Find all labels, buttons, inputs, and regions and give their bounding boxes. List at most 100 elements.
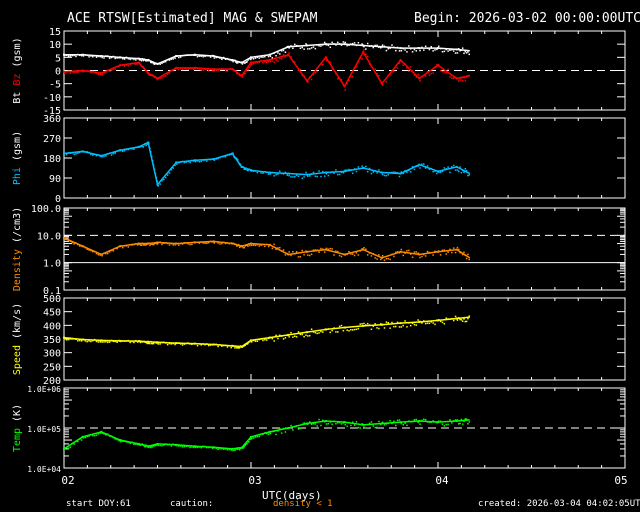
data-point-bz — [140, 65, 143, 68]
data-point-temp — [224, 448, 227, 450]
data-point-bz — [80, 70, 83, 73]
data-point-bz — [459, 79, 461, 81]
data-point-bz — [146, 70, 148, 73]
data-point-temp — [394, 424, 397, 427]
data-point-bz — [240, 74, 243, 77]
data-point-density — [151, 243, 154, 246]
data-point-bz — [437, 64, 439, 67]
data-point-bt — [163, 61, 165, 64]
data-point-phi — [86, 151, 88, 153]
data-point-density — [432, 254, 434, 256]
data-point-speed — [376, 327, 378, 329]
data-point-temp — [256, 436, 259, 438]
data-point-density — [206, 242, 208, 244]
data-point-phi — [376, 172, 378, 174]
data-point-speed — [237, 347, 240, 349]
data-point-bt — [172, 58, 174, 60]
data-point-bz — [209, 68, 212, 71]
y-tick-label: 400 — [43, 321, 61, 332]
data-point-phi — [164, 176, 167, 179]
data-point-bt — [400, 50, 403, 52]
data-point-speed — [136, 341, 139, 343]
series-line-temp — [63, 419, 470, 450]
data-point-bz — [67, 70, 70, 73]
data-point-bz — [353, 67, 356, 69]
y-tick-label: 1.0 — [43, 259, 61, 270]
data-point-density — [421, 255, 423, 258]
data-point-bt — [307, 48, 309, 50]
data-point-phi — [172, 167, 174, 169]
data-point-density — [224, 242, 227, 245]
data-point-temp — [95, 434, 98, 436]
data-point-density — [273, 243, 275, 246]
data-point-temp — [287, 427, 290, 429]
data-point-bt — [92, 55, 94, 58]
data-point-bz — [156, 78, 159, 81]
data-point-temp — [86, 435, 88, 437]
data-point-temp — [110, 435, 113, 437]
data-point-density — [357, 254, 360, 256]
data-point-speed — [310, 328, 313, 330]
data-point-speed — [193, 343, 195, 345]
data-point-phi — [421, 163, 423, 166]
data-point-bt — [159, 63, 161, 66]
data-point-temp — [63, 447, 65, 450]
data-point-bz — [323, 58, 326, 60]
data-point-phi — [100, 154, 103, 157]
data-point-bz — [363, 49, 365, 51]
data-point-bt — [421, 46, 423, 49]
data-point-bz — [287, 53, 290, 56]
data-point-phi — [322, 170, 324, 173]
data-point-bz — [69, 72, 72, 75]
data-point-temp — [196, 446, 199, 449]
data-point-bt — [153, 63, 156, 65]
data-point-bz — [394, 66, 397, 68]
data-point-bt — [335, 44, 337, 46]
data-point-density — [260, 244, 262, 247]
data-point-phi — [337, 173, 339, 176]
data-point-bt — [80, 54, 83, 57]
data-point-bz — [342, 84, 345, 87]
data-point-density — [107, 252, 109, 255]
data-point-bt — [152, 62, 155, 65]
data-point-density — [310, 253, 313, 256]
data-point-phi — [286, 174, 289, 176]
data-point-density — [256, 243, 259, 246]
data-point-bt — [202, 55, 204, 58]
data-point-phi — [424, 167, 427, 169]
data-point-bz — [231, 68, 234, 71]
data-point-density — [233, 242, 235, 245]
y-axis-label-part: Bz — [12, 74, 23, 92]
data-point-phi — [374, 170, 376, 172]
data-point-speed — [378, 327, 380, 330]
data-point-bt — [343, 43, 346, 46]
data-point-temp — [140, 443, 143, 446]
data-point-density — [271, 247, 274, 250]
data-point-temp — [153, 445, 156, 447]
data-point-speed — [196, 344, 199, 347]
data-point-phi — [260, 172, 262, 174]
data-point-temp — [207, 446, 210, 449]
data-point-phi — [454, 169, 457, 171]
data-point-bz — [213, 70, 216, 72]
data-point-bt — [189, 54, 191, 56]
data-point-phi — [361, 165, 363, 167]
data-point-bz — [340, 79, 343, 81]
data-point-density — [110, 249, 113, 252]
data-point-speed — [305, 334, 307, 336]
data-point-phi — [449, 171, 451, 174]
data-point-speed — [404, 320, 406, 322]
data-point-bz — [269, 60, 272, 63]
data-point-bz — [236, 72, 238, 75]
data-point-phi — [157, 185, 159, 187]
data-point-temp — [143, 445, 145, 447]
data-point-density — [112, 250, 115, 252]
data-point-speed — [139, 341, 142, 344]
data-point-temp — [436, 421, 438, 424]
data-point-phi — [362, 167, 365, 169]
data-point-bz — [268, 58, 271, 61]
data-point-speed — [273, 340, 275, 342]
data-point-phi — [303, 176, 305, 178]
data-point-density — [116, 247, 118, 250]
